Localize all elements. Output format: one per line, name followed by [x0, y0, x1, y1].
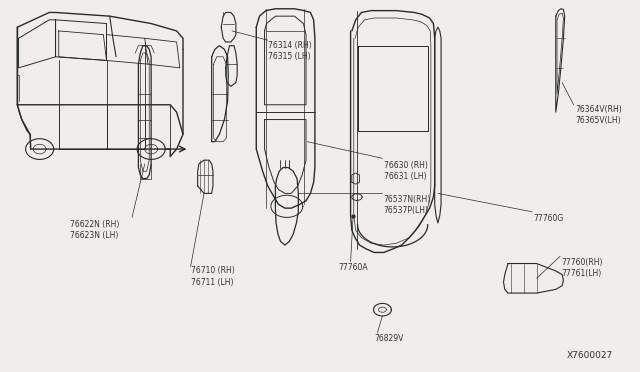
Text: X7600027: X7600027 [567, 350, 613, 359]
Text: 77760G: 77760G [534, 214, 564, 223]
Text: 76314 (RH)
76315 (LH): 76314 (RH) 76315 (LH) [268, 41, 312, 61]
Text: 76630 (RH)
76631 (LH): 76630 (RH) 76631 (LH) [384, 161, 428, 181]
Text: 76537N(RH)
76537P(LH): 76537N(RH) 76537P(LH) [384, 195, 431, 215]
Text: 76710 (RH)
76711 (LH): 76710 (RH) 76711 (LH) [191, 266, 235, 286]
Text: 76364V(RH)
76365V(LH): 76364V(RH) 76365V(LH) [575, 105, 621, 125]
Text: 77760(RH)
77761(LH): 77760(RH) 77761(LH) [561, 258, 602, 278]
Text: 76829V: 76829V [374, 334, 404, 343]
Text: 76622N (RH)
76623N (LH): 76622N (RH) 76623N (LH) [70, 220, 120, 240]
Text: 77760A: 77760A [338, 263, 367, 272]
